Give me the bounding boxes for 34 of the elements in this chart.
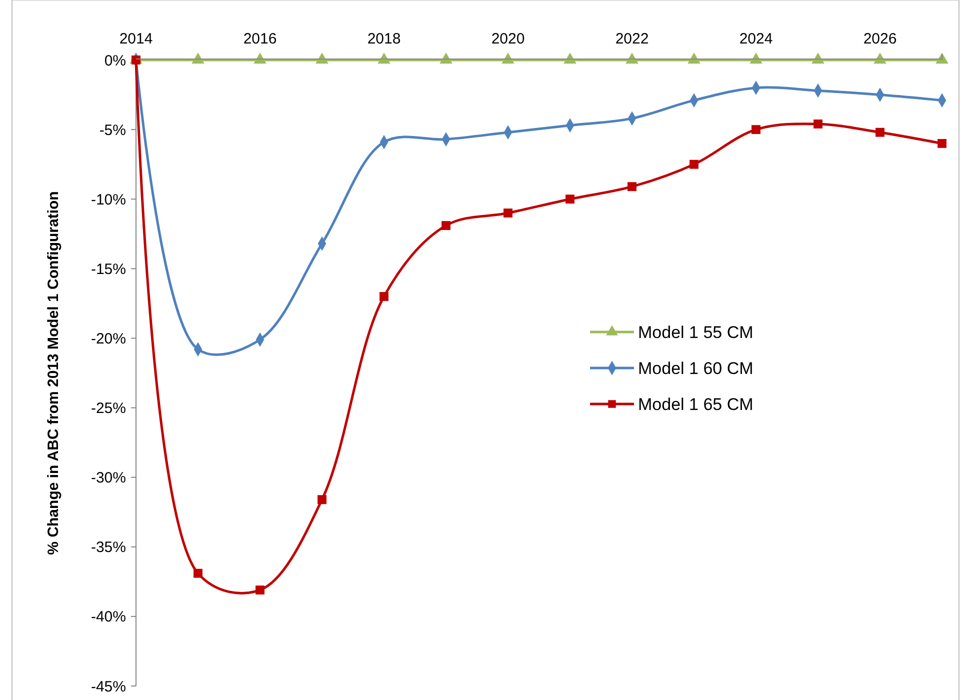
point [194, 568, 202, 578]
y-tick-label: 0% [104, 52, 126, 70]
y-tick-label: -25% [90, 400, 126, 418]
point [814, 120, 822, 128]
y-tick-label: -35% [90, 539, 126, 556]
point [504, 208, 512, 218]
y-tick-label: -40% [90, 608, 126, 626]
y-tick-label: -10% [90, 191, 126, 208]
point [566, 194, 574, 204]
point [690, 160, 698, 169]
point [752, 125, 760, 134]
point [876, 128, 884, 137]
y-tick-label: -30% [90, 470, 126, 487]
y-axis-title: % Change in ABC from 2013 Model 1 Configuration [45, 191, 62, 555]
point [938, 138, 946, 148]
legend-label: Model 1 65 CM [638, 394, 754, 414]
x-tick-label: 2022 [615, 30, 649, 48]
y-tick-label: -20% [90, 330, 126, 348]
legend-label: Model 1 55 CM [638, 322, 754, 342]
x-tick-label: 2014 [119, 30, 153, 48]
y-tick-label: -15% [90, 260, 126, 278]
x-tick-label: 2024 [739, 30, 773, 48]
legend-label: Model 1 60 CM [638, 358, 754, 378]
point [442, 221, 450, 230]
point [318, 495, 326, 504]
y-tick-label: -45% [90, 678, 126, 696]
point [380, 292, 388, 301]
x-tick-label: 2020 [491, 30, 525, 48]
x-tick-label: 2026 [863, 30, 897, 48]
point [628, 182, 636, 192]
x-tick-label: 2016 [243, 30, 277, 48]
x-tick-label: 2018 [367, 30, 401, 48]
point [256, 586, 264, 594]
y-tick-label: -5% [99, 122, 126, 139]
